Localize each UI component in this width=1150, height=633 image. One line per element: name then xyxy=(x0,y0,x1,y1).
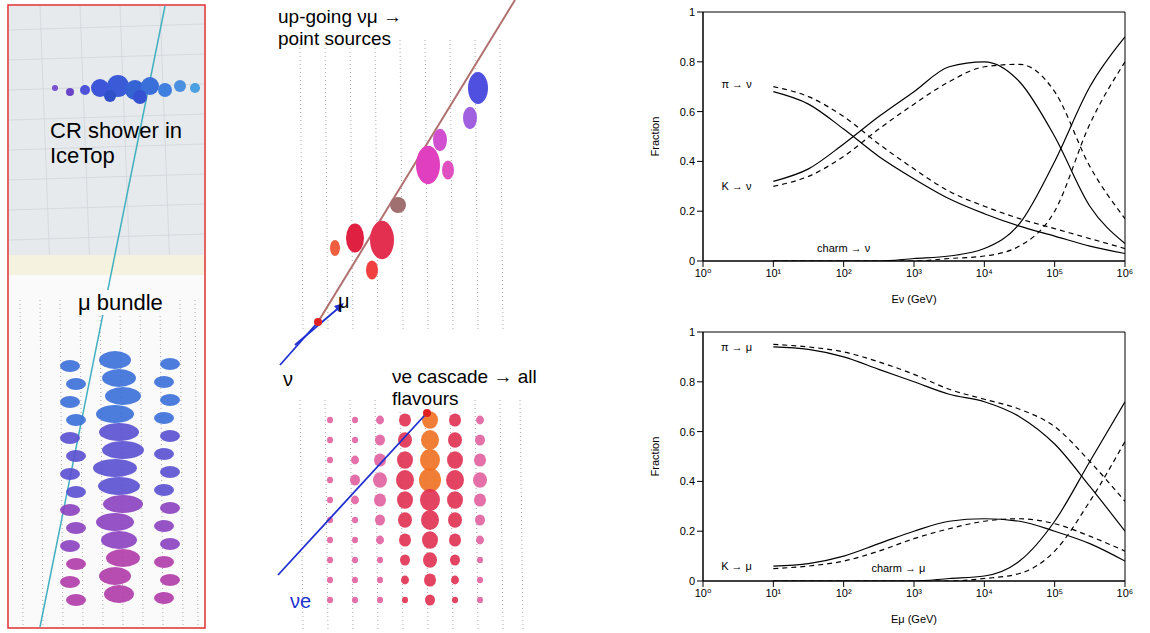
svg-text:0: 0 xyxy=(689,255,695,267)
svg-text:K → ν: K → ν xyxy=(722,180,752,192)
svg-text:10⁴: 10⁴ xyxy=(976,587,993,599)
svg-text:Fraction: Fraction xyxy=(649,437,661,477)
svg-text:10³: 10³ xyxy=(906,587,922,599)
svg-text:10²: 10² xyxy=(836,267,852,279)
svg-text:charm → ν: charm → ν xyxy=(817,242,871,254)
svg-text:10⁶: 10⁶ xyxy=(1117,267,1134,279)
svg-text:0.4: 0.4 xyxy=(680,475,695,487)
html-text:up-going νμ → point sources: up-going νμ → point sources xyxy=(278,6,402,49)
svg-text:Eν (GeV): Eν (GeV) xyxy=(891,293,936,305)
svg-text:0.8: 0.8 xyxy=(680,56,695,68)
svg-text:Fraction: Fraction xyxy=(649,117,661,157)
svg-text:10²: 10² xyxy=(836,587,852,599)
svg-text:10³: 10³ xyxy=(906,267,922,279)
svg-text:1: 1 xyxy=(689,6,695,18)
html-text:νe cascade → all flavours: νe cascade → all flavours xyxy=(392,366,537,409)
svg-text:10⁴: 10⁴ xyxy=(976,267,993,279)
html-text:ν: ν xyxy=(283,368,293,390)
svg-text:0: 0 xyxy=(689,575,695,587)
svg-text:π → ν: π → ν xyxy=(721,78,752,90)
svg-text:10¹: 10¹ xyxy=(765,267,781,279)
svg-text:1: 1 xyxy=(689,326,695,338)
svg-text:0.8: 0.8 xyxy=(680,376,695,388)
html-text:μ: μ xyxy=(338,290,350,312)
svg-text:Eμ (GeV): Eμ (GeV) xyxy=(891,613,937,625)
svg-text:10¹: 10¹ xyxy=(765,587,781,599)
svg-text:charm → μ: charm → μ xyxy=(871,562,925,574)
svg-text:10⁰: 10⁰ xyxy=(695,587,712,599)
svg-text:π → μ: π → μ xyxy=(721,341,752,353)
svg-text:10⁰: 10⁰ xyxy=(695,267,712,279)
svg-text:0.6: 0.6 xyxy=(680,106,695,118)
svg-text:0.2: 0.2 xyxy=(680,205,695,217)
svg-text:K → μ: K → μ xyxy=(721,560,752,572)
svg-text:10⁵: 10⁵ xyxy=(1046,587,1063,599)
svg-text:0.2: 0.2 xyxy=(680,525,695,537)
html-text:νe: νe xyxy=(290,590,312,612)
svg-text:0.6: 0.6 xyxy=(680,426,695,438)
html-text:μ bundle: μ bundle xyxy=(78,290,163,315)
svg-text:10⁶: 10⁶ xyxy=(1117,587,1134,599)
svg-text:10⁵: 10⁵ xyxy=(1046,267,1063,279)
svg-text:0.4: 0.4 xyxy=(680,155,695,167)
html-text:CR shower in IceTop: CR shower in IceTop xyxy=(50,118,182,169)
